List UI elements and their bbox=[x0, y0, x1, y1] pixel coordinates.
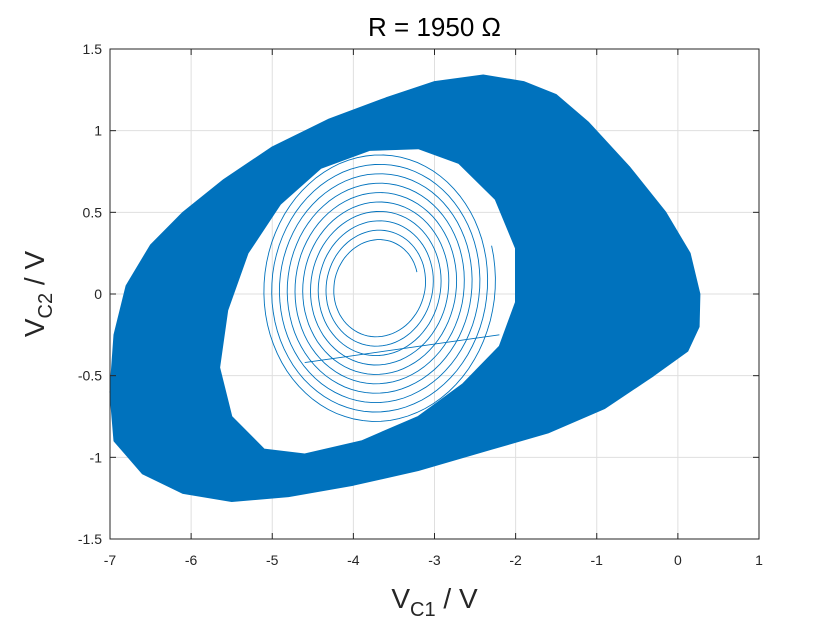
y-tick-label: 1 bbox=[94, 123, 102, 139]
x-axis-label-main: V bbox=[391, 583, 410, 614]
x-axis-label: VC1 / V bbox=[391, 583, 478, 621]
x-tick-labels: -7 -6 -5 -4 -3 -2 -1 0 1 bbox=[104, 552, 763, 568]
x-axis-label-sub: C1 bbox=[410, 599, 436, 621]
y-axis-label-unit: / V bbox=[19, 251, 50, 293]
y-tick-label: -0.5 bbox=[78, 368, 102, 384]
x-tick-label: -1 bbox=[591, 552, 604, 568]
y-tick-label: -1 bbox=[90, 449, 103, 465]
y-axis-label-main: V bbox=[19, 318, 50, 337]
y-axis-label: VC2 / V bbox=[19, 251, 57, 338]
spiral-trajectory bbox=[263, 154, 496, 422]
ticks bbox=[109, 48, 760, 540]
chart-title: R = 1950 Ω bbox=[368, 12, 501, 42]
y-axis-label-sub: C2 bbox=[35, 293, 57, 319]
x-tick-label: -2 bbox=[509, 552, 522, 568]
x-tick-label: -5 bbox=[266, 552, 279, 568]
x-tick-label: -4 bbox=[347, 552, 360, 568]
attractor-band bbox=[109, 74, 701, 502]
y-tick-label: 1.5 bbox=[83, 41, 103, 57]
y-axis-label-group: VC2 / V bbox=[19, 251, 57, 338]
y-tick-label: 0.5 bbox=[83, 204, 103, 220]
x-tick-label: -7 bbox=[104, 552, 117, 568]
x-axis-label-unit: / V bbox=[436, 583, 478, 614]
x-tick-label: 0 bbox=[674, 552, 682, 568]
series-layer bbox=[109, 74, 701, 502]
y-tick-label: 0 bbox=[94, 286, 102, 302]
y-tick-labels: -1.5 -1 -0.5 0 0.5 1 1.5 bbox=[78, 41, 102, 547]
x-tick-label: -3 bbox=[428, 552, 441, 568]
x-tick-label: 1 bbox=[755, 552, 763, 568]
transient-segment bbox=[304, 334, 500, 364]
y-tick-label: -1.5 bbox=[78, 531, 102, 547]
x-tick-label: -6 bbox=[185, 552, 198, 568]
